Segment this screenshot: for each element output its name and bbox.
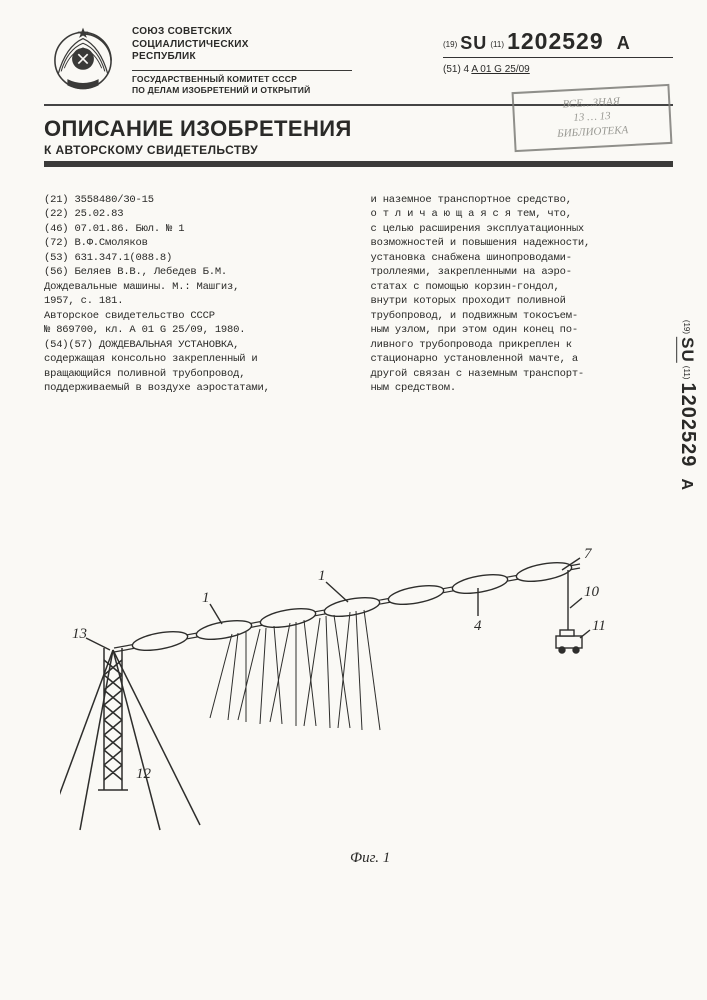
figure-label: Фиг. 1 — [350, 850, 390, 867]
svg-text:1: 1 — [318, 568, 326, 584]
body-columns: (21) 3558480/30-15 (22) 25.02.83 (46) 07… — [44, 193, 673, 396]
svg-text:4: 4 — [474, 618, 482, 634]
svg-text:13: 13 — [72, 626, 87, 642]
svg-text:10: 10 — [584, 584, 600, 600]
union-name: СОЮЗ СОВЕТСКИХ СОЦИАЛИСТИЧЕСКИХ РЕСПУБЛИ… — [132, 26, 433, 64]
svg-text:11: 11 — [592, 618, 606, 634]
document-number: (19) SU (11) 1202529 A — [443, 28, 673, 58]
svg-text:1: 1 — [202, 590, 210, 606]
ipc-classification: (51) 4 A 01 G 25/09 — [443, 64, 673, 75]
column-right: и наземное транспортное средство, о т л … — [371, 193, 674, 396]
side-document-number: (19) SU (11) 1202529 A — [676, 320, 699, 490]
figure-1: 13 12 1 1 — [60, 530, 620, 850]
svg-text:7: 7 — [584, 546, 593, 562]
svg-text:12: 12 — [136, 766, 152, 782]
library-stamp: ВСЕ…ЗНАЯ 13 … 13 БИБЛИОТЕКА — [512, 84, 673, 152]
divider — [132, 70, 352, 71]
ussr-emblem — [44, 22, 122, 102]
column-left: (21) 3558480/30-15 (22) 25.02.83 (46) 07… — [44, 193, 347, 396]
committee-name: ГОСУДАРСТВЕННЫЙ КОМИТЕТ СССР ПО ДЕЛАМ ИЗ… — [132, 74, 433, 96]
